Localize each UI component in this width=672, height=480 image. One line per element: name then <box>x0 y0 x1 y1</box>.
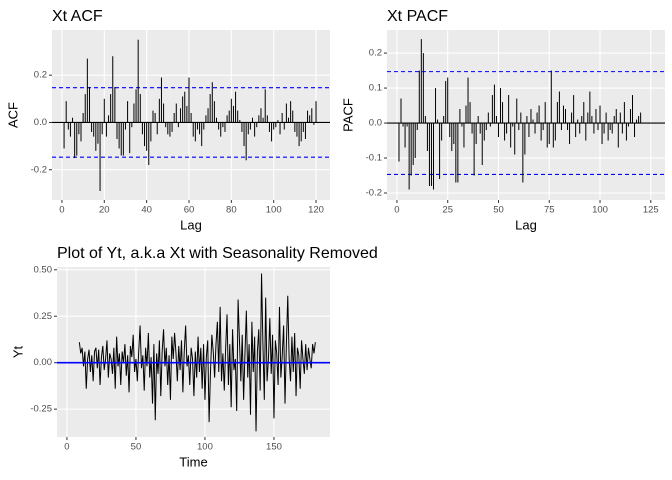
x-tick-label: 60 <box>184 205 195 216</box>
x-axis-label: Lag <box>180 217 202 232</box>
y-tick-label: -0.25 <box>30 404 52 415</box>
y-tick-label: 0.25 <box>34 311 53 322</box>
y-axis-label: PACF <box>340 98 355 132</box>
x-tick-label: 40 <box>141 205 152 216</box>
x-tick-label: 0 <box>394 205 399 216</box>
x-tick-label: 50 <box>493 205 504 216</box>
y-tick-label: 0.00 <box>34 357 53 368</box>
chart-title: Xt PACF <box>387 8 448 25</box>
y-tick-label: 0.2 <box>369 48 382 59</box>
y-tick-label: 0.1 <box>369 83 382 94</box>
x-tick-label: 120 <box>308 205 324 216</box>
x-tick-label: 75 <box>544 205 555 216</box>
x-tick-label: 100 <box>266 205 282 216</box>
chart-title: Xt ACF <box>52 8 103 25</box>
x-tick-label: 20 <box>99 205 110 216</box>
x-tick-label: 100 <box>197 442 213 453</box>
x-tick-label: 80 <box>226 205 237 216</box>
x-tick-label: 0 <box>59 205 64 216</box>
y-tick-label: 0.2 <box>34 70 47 81</box>
y-tick-label: 0.50 <box>34 264 53 275</box>
plot-panel <box>387 30 665 200</box>
chart-title: Plot of Yt, a.k.a Xt with Seasonality Re… <box>57 245 378 262</box>
y-axis-label: Yt <box>10 345 25 358</box>
x-tick-label: 100 <box>592 205 608 216</box>
x-axis-label: Lag <box>515 217 537 232</box>
y-tick-label: -0.2 <box>366 188 382 199</box>
series-line <box>78 273 316 432</box>
x-tick-label: 25 <box>442 205 453 216</box>
x-tick-label: 50 <box>131 442 142 453</box>
y-tick-label: -0.1 <box>366 153 382 164</box>
y-tick-label: 0.0 <box>34 117 47 128</box>
x-axis-label: Time <box>179 454 207 469</box>
y-axis-label: ACF <box>5 102 20 128</box>
x-tick-label: 150 <box>266 442 282 453</box>
x-tick-label: 125 <box>643 205 659 216</box>
y-tick-label: 0.0 <box>369 118 382 129</box>
x-tick-label: 0 <box>64 442 69 453</box>
y-tick-label: -0.2 <box>31 164 47 175</box>
